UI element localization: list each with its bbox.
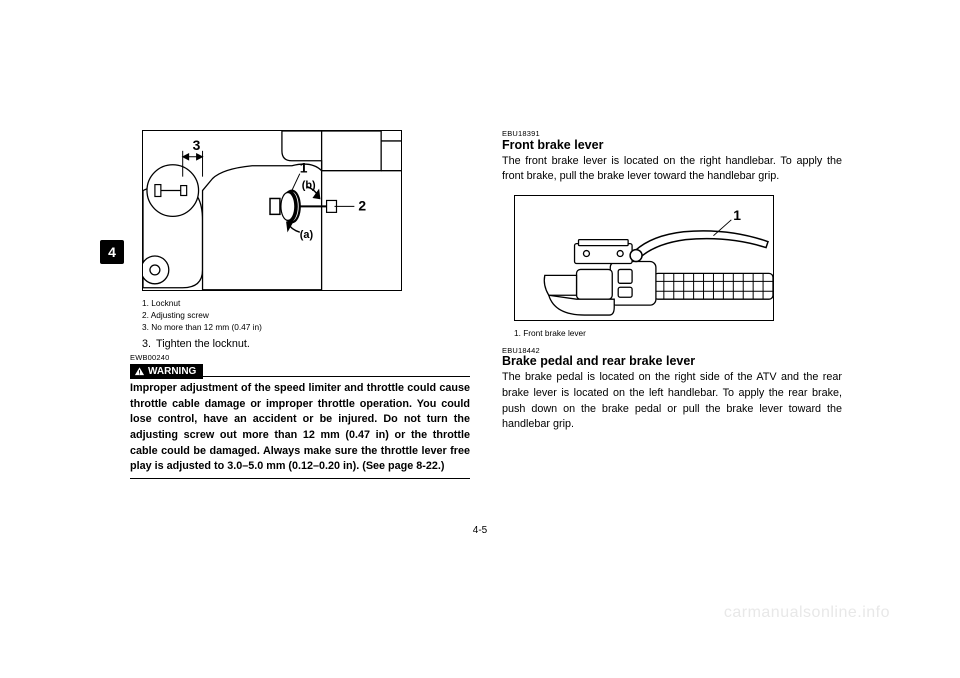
right-column: EBU18391 Front brake lever The front bra… [502,130,842,479]
step-3: 3. Tighten the locknut. [142,337,470,353]
warning-rule [203,376,470,377]
section2-text: The brake pedal is located on the right … [502,370,842,433]
caption-line: 3. No more than 12 mm (0.47 in) [142,321,470,333]
page: 4 [0,0,960,678]
step-number: 3. [142,337,156,353]
warning-triangle-icon [134,366,145,377]
section1-text: The front brake lever is located on the … [502,154,842,185]
fig1-label-b: (b) [302,180,316,192]
figure-throttle-limiter: 3 1 2 (b) (a) [142,130,402,291]
left-column: 3 1 2 (b) (a) 1. Locknut 2. Adjusting sc… [130,130,470,479]
caption-line: 1. Locknut [142,297,470,309]
warning-text: Improper adjustment of the speed limiter… [130,381,470,475]
page-number: 4-5 [473,525,487,536]
figure1-caption: 1. Locknut 2. Adjusting screw 3. No more… [142,297,470,333]
warning-bar: WARNING [130,364,470,379]
fig1-label-3: 3 [193,137,201,153]
fig1-label-2: 2 [358,197,366,213]
warning-code: EWB00240 [130,354,470,362]
figure-brake-lever: 1 [514,195,774,321]
section1-heading: Front brake lever [502,138,842,152]
caption-line: 2. Adjusting screw [142,309,470,321]
watermark: carmanualsonline.info [724,604,890,622]
fig1-label-a: (a) [300,229,314,241]
warning-label: WARNING [148,366,196,377]
section2-heading: Brake pedal and rear brake lever [502,354,842,368]
fig1-label-1: 1 [300,160,308,176]
section-tab: 4 [100,240,124,264]
section1-code: EBU18391 [502,130,842,138]
step-text: Tighten the locknut. [156,337,250,353]
warning-bottom-rule [130,478,470,479]
fig2-label-1: 1 [733,207,741,223]
section2-code: EBU18442 [502,347,842,355]
figure2-caption: 1. Front brake lever [514,327,842,339]
caption-line: 1. Front brake lever [514,327,842,339]
warning-badge: WARNING [130,364,203,379]
two-column-layout: 3 1 2 (b) (a) 1. Locknut 2. Adjusting sc… [130,130,845,479]
